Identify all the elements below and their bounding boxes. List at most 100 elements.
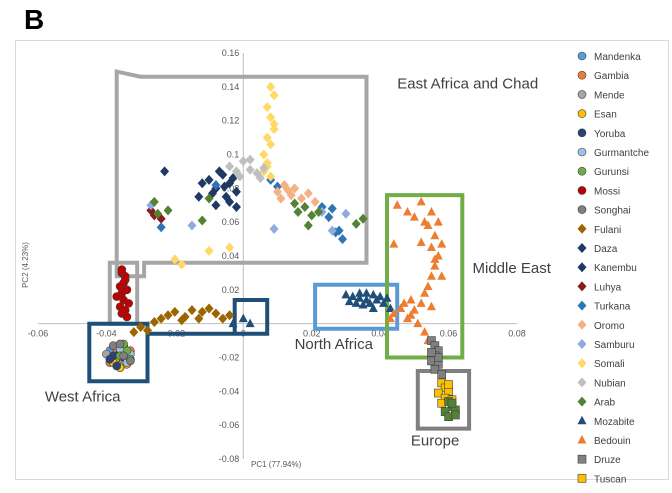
point-fulani (163, 310, 173, 321)
point-bedouin (437, 239, 447, 248)
point-nubian (259, 163, 269, 174)
legend-label: Mossi (594, 186, 620, 197)
point-druze (437, 370, 447, 379)
legend-label: Gurmantche (594, 148, 649, 159)
point-turkana (273, 181, 282, 192)
point-bedouin (426, 207, 436, 216)
point-mozabite (238, 313, 248, 323)
point-oromo (303, 188, 313, 199)
point-arab (314, 207, 324, 218)
legend-label: Arab (594, 398, 616, 409)
point-somali (177, 259, 187, 270)
legend-marker-somali (577, 358, 587, 369)
point-turkana (334, 225, 344, 236)
point-somali (204, 245, 214, 256)
point-mozabite (368, 303, 378, 312)
legend-label: Somali (594, 359, 625, 370)
point-kanembu (211, 200, 221, 211)
point-bedouin (385, 313, 395, 323)
legend-marker-fulani (577, 223, 587, 234)
legend-marker-tuscan (577, 474, 587, 483)
legend-marker-arab (577, 396, 587, 407)
point-bedouin (420, 217, 430, 226)
point-samburu (341, 208, 351, 219)
region-label: East Africa and Chad (397, 76, 538, 93)
point-samburu (187, 220, 197, 231)
legend-marker-mende (577, 90, 587, 99)
region-label: West Africa (45, 388, 121, 405)
point-samburu (327, 225, 337, 236)
point-bedouin (426, 271, 436, 280)
point-arab (153, 208, 163, 219)
point-arab (163, 205, 173, 216)
legend-label: Druze (594, 455, 621, 466)
point-somali (266, 112, 276, 123)
legend-marker-yoruba (577, 128, 587, 138)
legend-label: Gambia (594, 71, 629, 82)
point-sardinian (451, 410, 460, 420)
point-fulani (142, 325, 152, 336)
point-sardinian (447, 398, 457, 408)
point-oromo (276, 193, 286, 204)
point-kanembu (197, 178, 207, 189)
point-arab (358, 213, 368, 224)
legend-marker-songhai (577, 205, 587, 214)
point-somali (262, 102, 272, 113)
legend-marker-turkana (577, 300, 587, 311)
point-bedouin (406, 294, 416, 304)
y-axis-title: PC2 (4.23%) (21, 242, 30, 288)
legend-marker-bedouin (577, 435, 587, 444)
point-bedouin (423, 281, 433, 290)
y-tick-label: 0.12 (222, 116, 240, 126)
point-kanembu (194, 191, 204, 202)
point-turkana (338, 234, 348, 245)
legend-label: Songhai (594, 206, 631, 217)
point-mossi (122, 285, 132, 295)
legend-marker-oromo (577, 319, 587, 330)
point-fulani (218, 313, 228, 324)
point-somali (266, 81, 276, 92)
point-daza (231, 186, 241, 197)
legend-marker-mozabite (577, 415, 587, 425)
region-outline (415, 369, 472, 431)
point-bedouin (403, 313, 413, 323)
point-somali (225, 242, 235, 253)
legend-marker-mandenka (577, 51, 587, 61)
point-yoruba (112, 361, 121, 371)
point-daza (228, 173, 238, 184)
point-bedouin (392, 200, 402, 209)
point-nubian (238, 156, 248, 167)
point-mozabite (382, 293, 392, 302)
legend-marker-esan (577, 109, 587, 118)
legend-label: Kanembu (594, 263, 637, 274)
point-turkana (324, 212, 334, 223)
legend-label: Nubian (594, 378, 626, 389)
y-tick-label: 0.02 (222, 285, 240, 295)
x-tick-label: 0.02 (303, 329, 321, 339)
point-tuscan (434, 388, 443, 398)
y-tick-label: -0.04 (219, 386, 240, 396)
point-mozabite (379, 298, 389, 307)
point-bedouin (416, 298, 426, 307)
chart-frame (15, 40, 669, 480)
point-bedouin (420, 288, 430, 297)
legend-label: Mozabite (594, 417, 635, 428)
legend-label: Fulani (594, 225, 621, 236)
legend-label: Turkana (594, 302, 631, 313)
legend-label: Luhya (594, 282, 622, 293)
point-bedouin (430, 254, 440, 263)
point-fulani (136, 322, 146, 333)
point-songhai (126, 356, 135, 366)
point-druze (430, 365, 440, 374)
point-mozabite (344, 296, 354, 306)
point-somali (266, 171, 276, 182)
point-oromo (273, 186, 282, 197)
point-bedouin (403, 207, 413, 216)
point-kanembu (225, 196, 235, 207)
region-outline (114, 69, 369, 279)
point-oromo (283, 185, 293, 196)
legend-label: Daza (594, 244, 618, 255)
legend-marker-kanembu (577, 262, 587, 273)
region-label: Middle East (473, 260, 552, 277)
point-mozabite (361, 294, 371, 304)
